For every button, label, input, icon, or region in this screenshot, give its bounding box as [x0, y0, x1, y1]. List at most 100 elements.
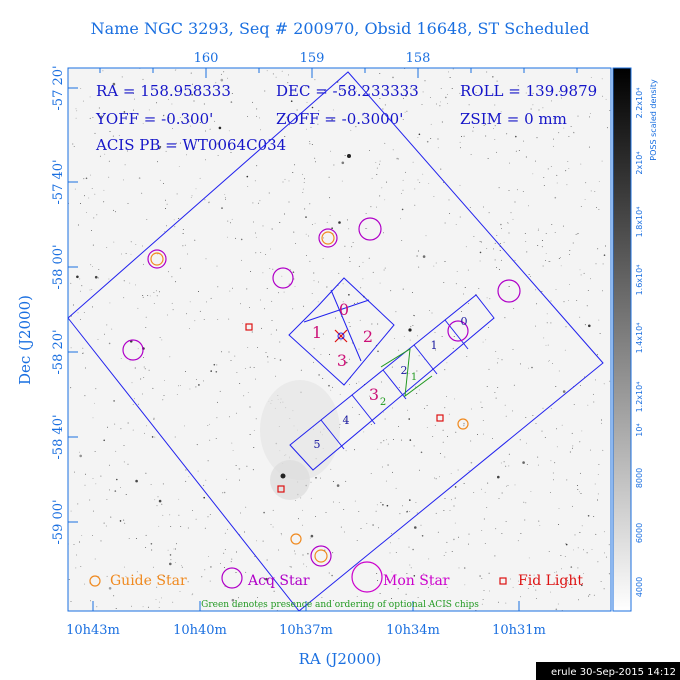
acis-i-array [288, 277, 395, 386]
star-speck [519, 439, 521, 441]
star-speck [453, 336, 455, 338]
star-speck [352, 241, 354, 243]
star-speck [494, 125, 496, 127]
star-speck [68, 578, 70, 580]
star-speck [104, 333, 105, 335]
star-speck [335, 317, 337, 319]
star-speck [336, 484, 340, 487]
star-speck [162, 115, 164, 117]
star-speck [573, 131, 575, 133]
star-speck [351, 246, 353, 248]
star-speck [346, 419, 348, 421]
star-speck [530, 490, 532, 492]
star-speck [578, 599, 580, 601]
star-speck [238, 468, 241, 470]
star-speck [546, 322, 548, 324]
star-speck [244, 368, 246, 369]
star-speck [292, 172, 294, 173]
star-speck [163, 114, 165, 116]
star-speck [164, 231, 166, 233]
star-speck [221, 351, 223, 353]
star-speck [279, 222, 281, 223]
left-tick-label: -59 00' [51, 499, 66, 544]
star-speck [545, 233, 547, 234]
star-speck [134, 367, 136, 369]
legend-guide-icon [89, 575, 101, 587]
star-speck [254, 555, 256, 557]
star-speck [242, 323, 244, 325]
star-speck [159, 337, 161, 339]
star-speck [572, 242, 574, 244]
star-speck [235, 237, 237, 239]
star-speck [370, 424, 372, 425]
star-speck [275, 375, 277, 377]
star-speck [473, 236, 475, 237]
star-speck [268, 192, 270, 194]
star-speck [292, 271, 295, 274]
star-speck [70, 600, 72, 602]
star-speck [150, 543, 153, 545]
star-speck [496, 80, 498, 82]
star-speck [92, 510, 94, 512]
star-speck [302, 554, 304, 556]
star-speck [269, 267, 271, 269]
star-speck [514, 484, 516, 486]
star-speck [468, 104, 470, 106]
star-speck [507, 221, 509, 223]
star-speck [548, 550, 550, 552]
star-speck [523, 140, 525, 142]
star-speck [89, 289, 91, 291]
star-speck [273, 590, 275, 592]
star-speck [109, 131, 111, 133]
star-speck [495, 351, 497, 353]
star-speck [565, 543, 568, 546]
star-speck [389, 552, 391, 554]
star-speck [121, 76, 123, 78]
star-speck [482, 433, 484, 435]
star-speck [386, 88, 388, 90]
star-speck [304, 178, 305, 180]
star-speck [246, 465, 248, 467]
star-speck [416, 512, 418, 514]
star-speck [598, 180, 600, 182]
star-speck [70, 510, 72, 512]
star-speck [422, 255, 426, 258]
star-speck [205, 258, 207, 260]
star-speck [441, 121, 443, 123]
star-speck [127, 422, 129, 424]
star-speck [173, 548, 175, 550]
star-speck [532, 173, 534, 175]
star-speck [449, 77, 451, 78]
star-speck [275, 76, 277, 78]
star-speck [281, 70, 283, 72]
star-speck [109, 302, 111, 304]
star-speck [419, 182, 421, 183]
star-speck [262, 540, 264, 542]
colorbar-tick-label: 8000 [635, 468, 644, 488]
star-speck [574, 534, 576, 536]
star-speck [229, 290, 231, 292]
star-speck [500, 111, 502, 113]
star-speck [525, 240, 527, 242]
star-speck [142, 78, 144, 80]
star-speck [470, 461, 473, 464]
star-speck [245, 506, 247, 508]
colorbar-tick-label: 4000 [635, 577, 644, 597]
star-speck [145, 316, 147, 318]
star-speck [377, 323, 379, 325]
star-speck [439, 105, 441, 107]
star-speck [220, 78, 224, 82]
star-speck [214, 120, 216, 122]
star-speck [463, 135, 465, 137]
star-speck [270, 523, 272, 525]
star-speck [305, 255, 307, 256]
star-speck [517, 540, 519, 542]
star-speck [224, 548, 226, 550]
star-speck [526, 442, 527, 444]
star-speck [113, 400, 115, 402]
star-speck [444, 407, 446, 409]
star-speck [458, 536, 460, 538]
star-speck [226, 236, 228, 238]
star-speck [210, 370, 212, 372]
star-speck [288, 283, 290, 285]
